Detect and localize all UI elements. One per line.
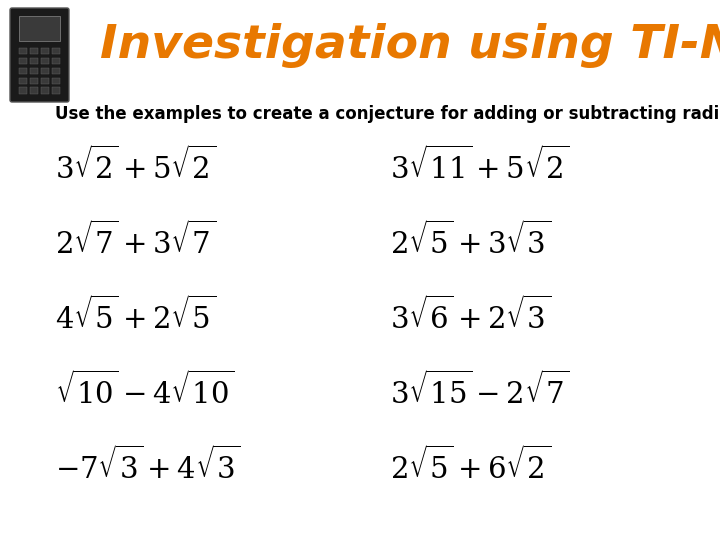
Bar [52,58,60,64]
Bar [19,78,27,84]
Bar [30,68,38,74]
Text: $3\sqrt{11}+5\sqrt{2}$: $3\sqrt{11}+5\sqrt{2}$ [390,146,570,185]
Bar [40,68,50,74]
Bar [30,58,38,64]
Text: $2\sqrt{5}+6\sqrt{2}$: $2\sqrt{5}+6\sqrt{2}$ [390,446,551,484]
Bar [52,68,60,74]
Bar [52,87,60,94]
Text: $3\sqrt{2}+5\sqrt{2}$: $3\sqrt{2}+5\sqrt{2}$ [55,146,216,185]
Bar [19,87,27,94]
Bar [52,48,60,54]
Text: $4\sqrt{5}+2\sqrt{5}$: $4\sqrt{5}+2\sqrt{5}$ [55,295,216,334]
Bar [19,68,27,74]
Bar [19,58,27,64]
Text: $-7\sqrt{3}+4\sqrt{3}$: $-7\sqrt{3}+4\sqrt{3}$ [55,446,240,484]
Text: $\sqrt{10}-4\sqrt{10}$: $\sqrt{10}-4\sqrt{10}$ [55,370,235,409]
Text: $3\sqrt{15}-2\sqrt{7}$: $3\sqrt{15}-2\sqrt{7}$ [390,370,570,409]
Bar [52,78,60,84]
Text: $2\sqrt{7}+3\sqrt{7}$: $2\sqrt{7}+3\sqrt{7}$ [55,220,216,259]
Bar [40,78,50,84]
Text: Use the examples to create a conjecture for adding or subtracting radicals .: Use the examples to create a conjecture … [55,105,720,123]
Bar [30,87,38,94]
Text: Investigation using TI-Nspire CAS: Investigation using TI-Nspire CAS [100,23,720,68]
Bar [19,48,27,54]
Bar [40,87,50,94]
Bar [40,48,50,54]
Text: $2\sqrt{5}+3\sqrt{3}$: $2\sqrt{5}+3\sqrt{3}$ [390,220,551,259]
Bar [30,78,38,84]
Bar [40,58,50,64]
Bar [19,16,60,42]
Bar [30,48,38,54]
FancyBboxPatch shape [10,8,69,102]
Text: $3\sqrt{6}+2\sqrt{3}$: $3\sqrt{6}+2\sqrt{3}$ [390,295,551,334]
